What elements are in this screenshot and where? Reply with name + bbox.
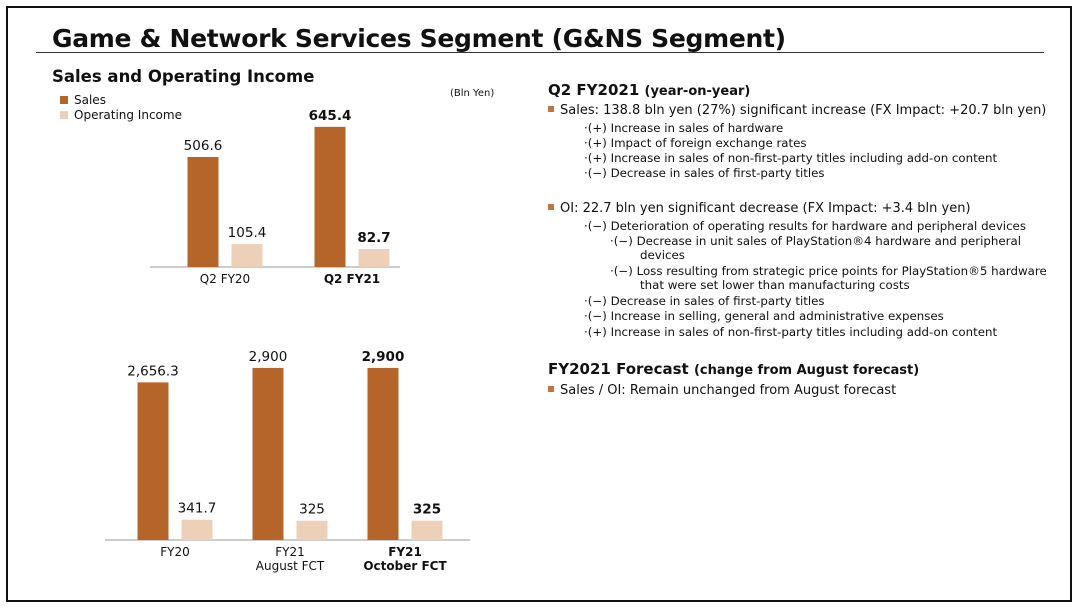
fy-heading: FY2021 Forecast (change from August fore… <box>548 360 919 378</box>
sales-item: ·(+) Increase in sales of hardware <box>584 121 784 135</box>
data-label-sales: 645.4 <box>309 108 352 124</box>
legend-swatch-sales <box>60 96 68 104</box>
bar-sales <box>137 382 169 540</box>
bullet-square-icon <box>548 385 554 392</box>
bar-sales <box>252 367 284 540</box>
bar-sales <box>187 156 219 267</box>
data-label-operating-income: 325 <box>413 502 441 518</box>
data-label-operating-income: 325 <box>299 502 325 518</box>
category-label: Q2 FY20 <box>200 272 250 286</box>
category-label: Q2 FY21 <box>324 272 380 286</box>
category-label: FY20 <box>160 545 190 559</box>
oi-item: ·(+) Increase in sales of non-first-part… <box>584 325 998 339</box>
oi-item: ·(−) Deterioration of operating results … <box>584 219 1026 233</box>
oi-bullet-text: OI: 22.7 bln yen significant decrease (F… <box>560 201 971 216</box>
slide-frame <box>6 6 1072 602</box>
bar-operating-income <box>296 520 328 540</box>
oi-item: ·(−) Decrease in sales of first-party ti… <box>584 294 825 308</box>
sales-item: ·(+) Impact of foreign exchange rates <box>584 136 807 150</box>
bar-operating-income <box>181 519 213 540</box>
oi-subitem: ·(−) Loss resulting from strategic price… <box>610 264 1047 278</box>
fy-bullet: Sales / OI: Remain unchanged from August… <box>548 383 896 398</box>
slide-title: Game & Network Services Segment (G&NS Se… <box>52 24 786 53</box>
oi-subitem-cont: devices <box>640 248 685 262</box>
data-label-sales: 2,900 <box>249 349 288 365</box>
fy-heading-text: FY2021 Forecast <box>548 360 689 378</box>
bar-charts: 506.6 105.4 Q2 FY20 645.4 82.7 Q2 FY21 2,656.3… <box>105 108 470 573</box>
legend-swatch-operating-income <box>60 111 68 119</box>
sales-bullet-text: Sales: 138.8 bln yen (27%) significant i… <box>560 103 1047 118</box>
sales-item: ·(+) Increase in sales of non-first-part… <box>584 151 998 165</box>
sales-item: ·(−) Decrease in sales of first-party ti… <box>584 166 825 180</box>
data-label-operating-income: 82.7 <box>357 230 390 246</box>
bar-sales <box>314 126 346 267</box>
oi-bullet: OI: 22.7 bln yen significant decrease (F… <box>548 201 971 216</box>
unit-label: (Bln Yen) <box>450 88 495 99</box>
data-label-operating-income: 341.7 <box>178 501 217 517</box>
oi-item: ·(−) Increase in selling, general and ad… <box>584 309 944 323</box>
legend-item-sales: Sales <box>60 93 106 107</box>
category-label: August FCT <box>256 559 325 573</box>
bullet-square-icon <box>548 203 554 210</box>
data-label-sales: 2,656.3 <box>127 363 179 379</box>
bar-operating-income <box>358 249 390 267</box>
legend-label-sales: Sales <box>74 93 106 107</box>
q2-heading: Q2 FY2021 (year-on-year) <box>548 81 750 99</box>
q2-heading-sub: (year-on-year) <box>644 84 751 99</box>
category-label: October FCT <box>363 559 447 573</box>
legend-item-operating-income: Operating Income <box>60 108 182 122</box>
category-label: FY21 <box>388 545 422 559</box>
title-divider <box>36 52 1044 53</box>
bar-sales <box>367 367 399 540</box>
legend-label-operating-income: Operating Income <box>74 108 182 122</box>
sales-bullet: Sales: 138.8 bln yen (27%) significant i… <box>548 103 1046 118</box>
bar-operating-income <box>411 520 443 540</box>
oi-subitem: ·(−) Decrease in unit sales of PlayStati… <box>610 234 1021 248</box>
chart-title: Sales and Operating Income <box>52 67 315 86</box>
fy-heading-sub: (change from August forecast) <box>693 363 920 378</box>
bar-operating-income <box>231 244 263 267</box>
q2-heading-text: Q2 FY2021 <box>548 81 640 99</box>
fy-bullet-text: Sales / OI: Remain unchanged from August… <box>560 383 897 398</box>
bullet-square-icon <box>548 105 554 112</box>
data-label-sales: 2,900 <box>362 349 405 365</box>
data-label-operating-income: 105.4 <box>228 225 267 241</box>
data-label-sales: 506.6 <box>184 138 223 154</box>
category-label: FY21 <box>275 545 305 559</box>
oi-subitem-cont: that were set lower than manufacturing c… <box>640 278 910 292</box>
